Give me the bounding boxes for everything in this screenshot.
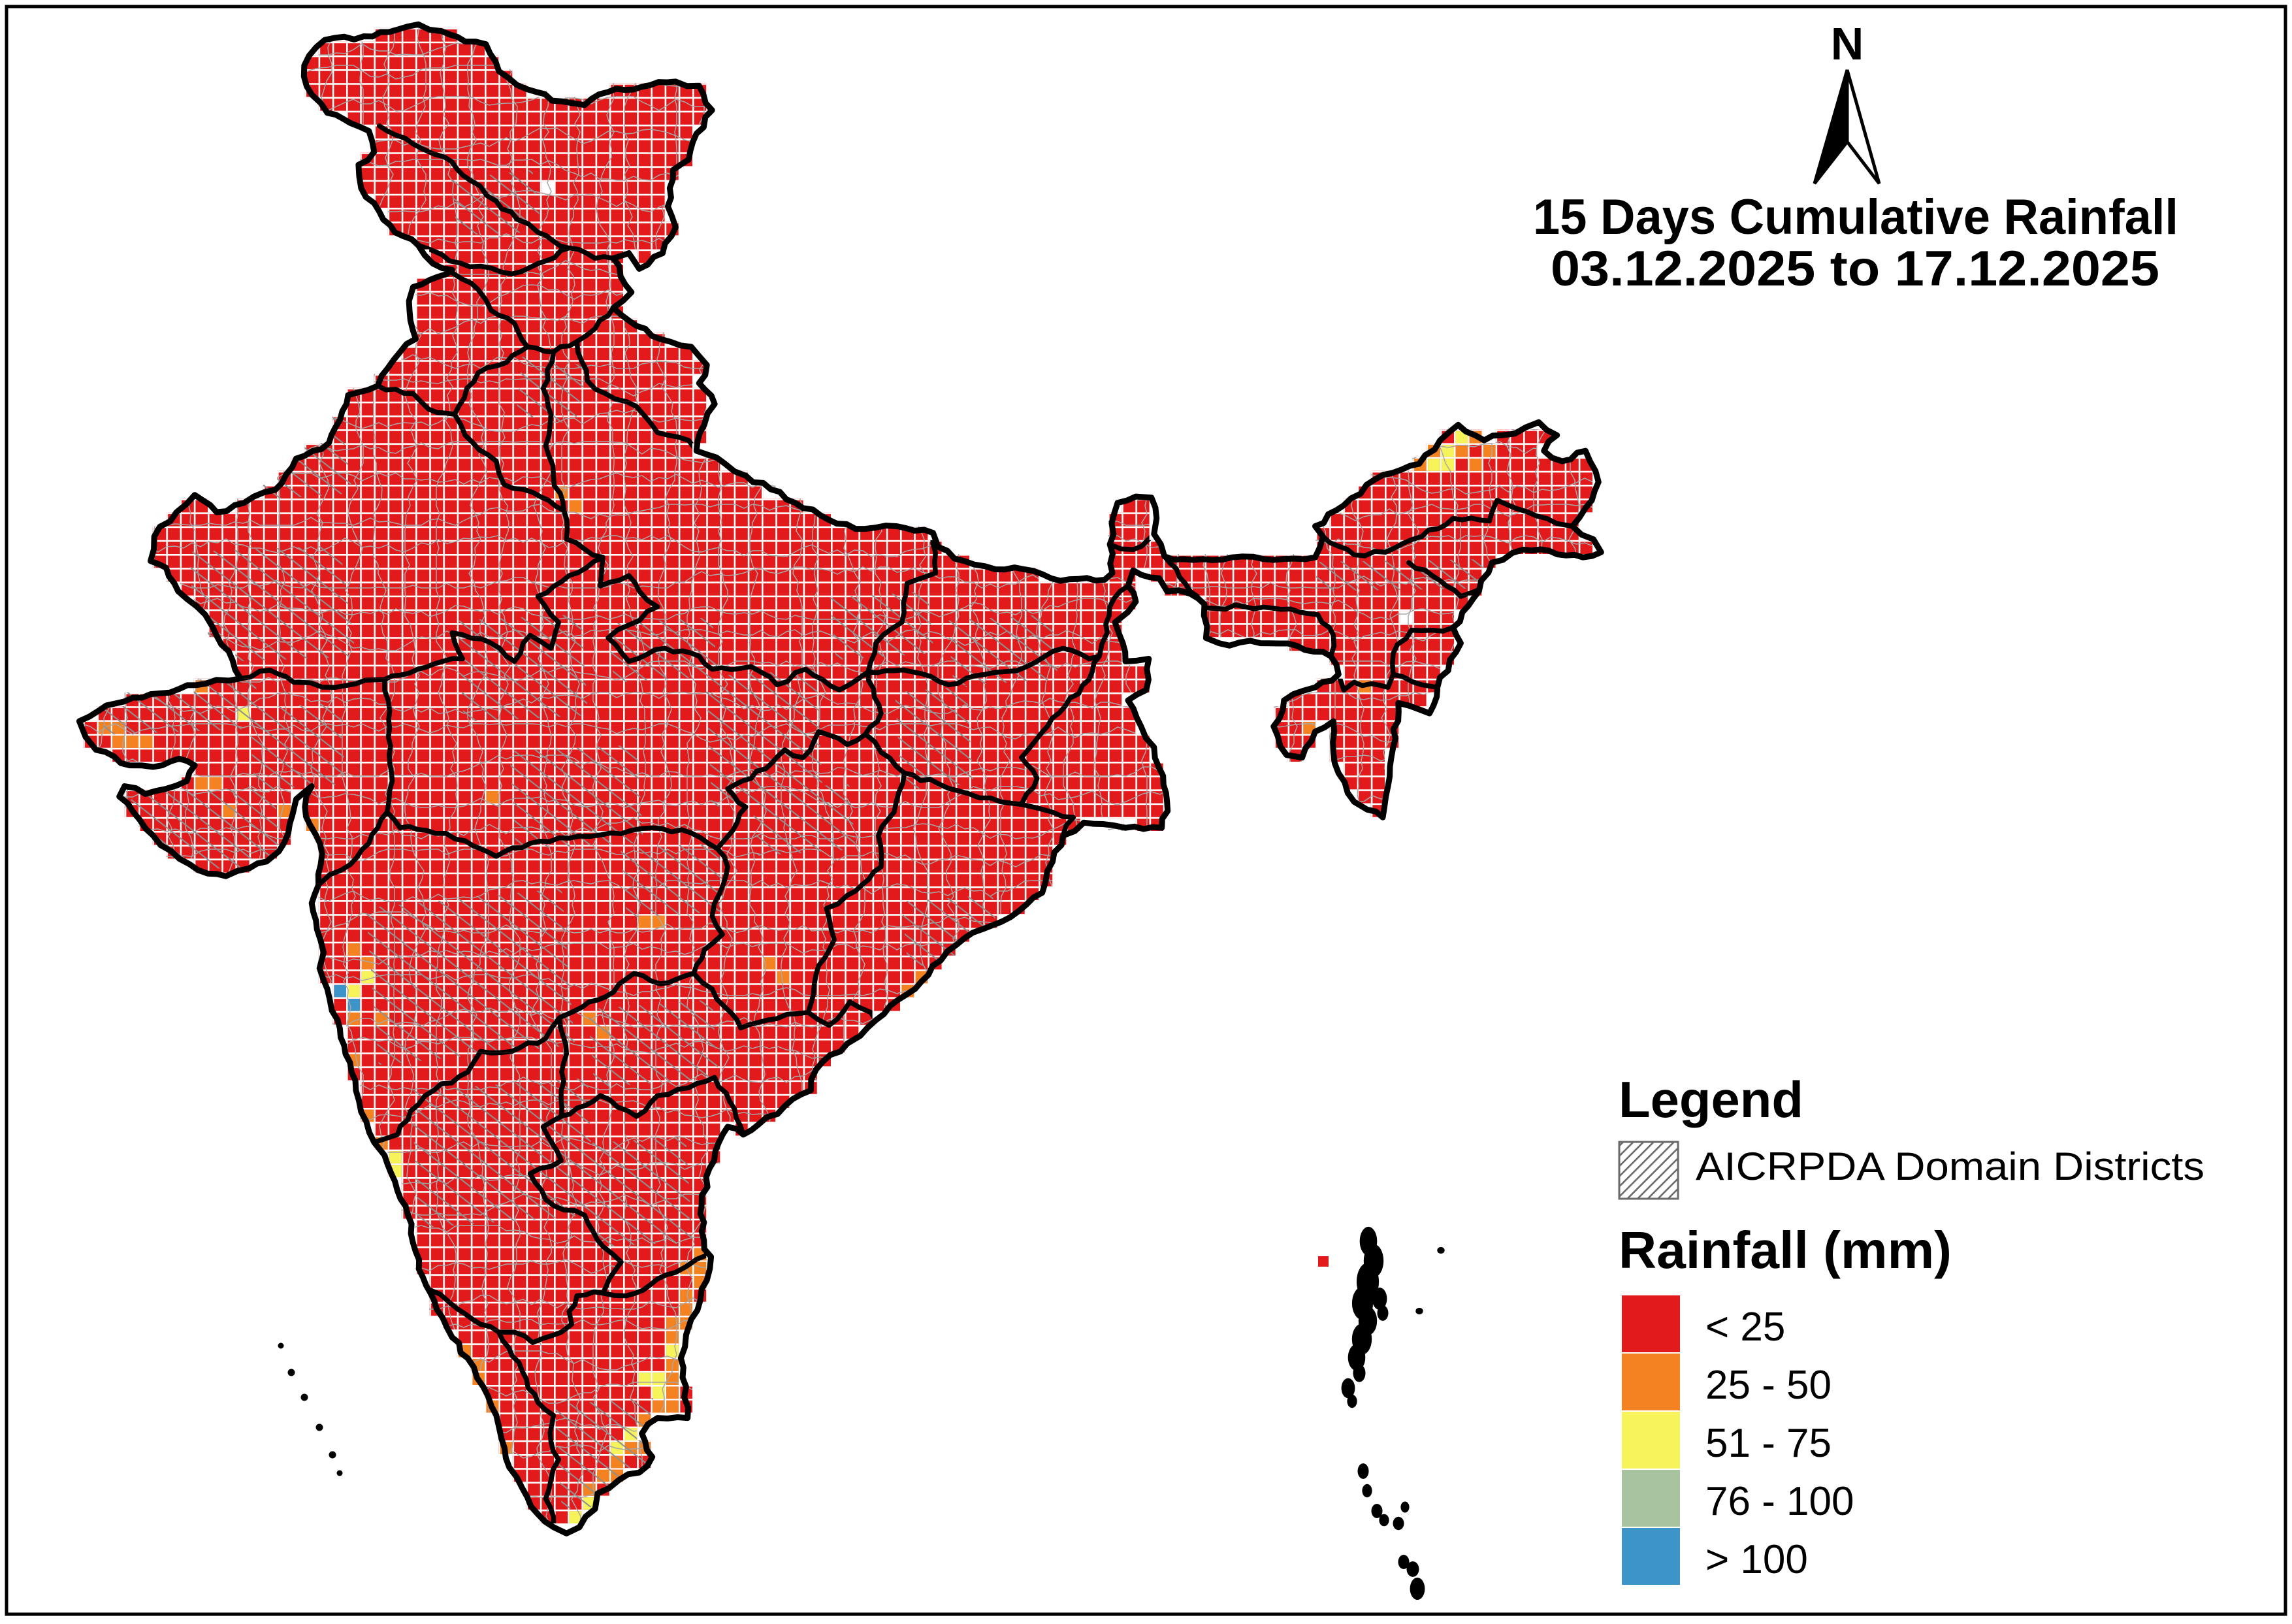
svg-text:25 - 50: 25 - 50 — [1705, 1363, 1832, 1408]
svg-text:> 100: > 100 — [1705, 1537, 1808, 1582]
svg-text:15 Days Cumulative Rainfall: 15 Days Cumulative Rainfall — [1533, 189, 2178, 245]
svg-text:76 - 100: 76 - 100 — [1705, 1479, 1854, 1524]
svg-text:Legend: Legend — [1619, 1071, 1803, 1128]
svg-text:03.12.2025 to 17.12.2025: 03.12.2025 to 17.12.2025 — [1551, 241, 2159, 297]
svg-text:< 25: < 25 — [1705, 1305, 1785, 1350]
svg-text:N: N — [1831, 18, 1864, 69]
svg-text:AICRPDA Domain Districts: AICRPDA Domain Districts — [1696, 1145, 2204, 1188]
svg-text:51 - 75: 51 - 75 — [1705, 1421, 1832, 1466]
svg-text:Rainfall (mm): Rainfall (mm) — [1619, 1221, 1952, 1279]
